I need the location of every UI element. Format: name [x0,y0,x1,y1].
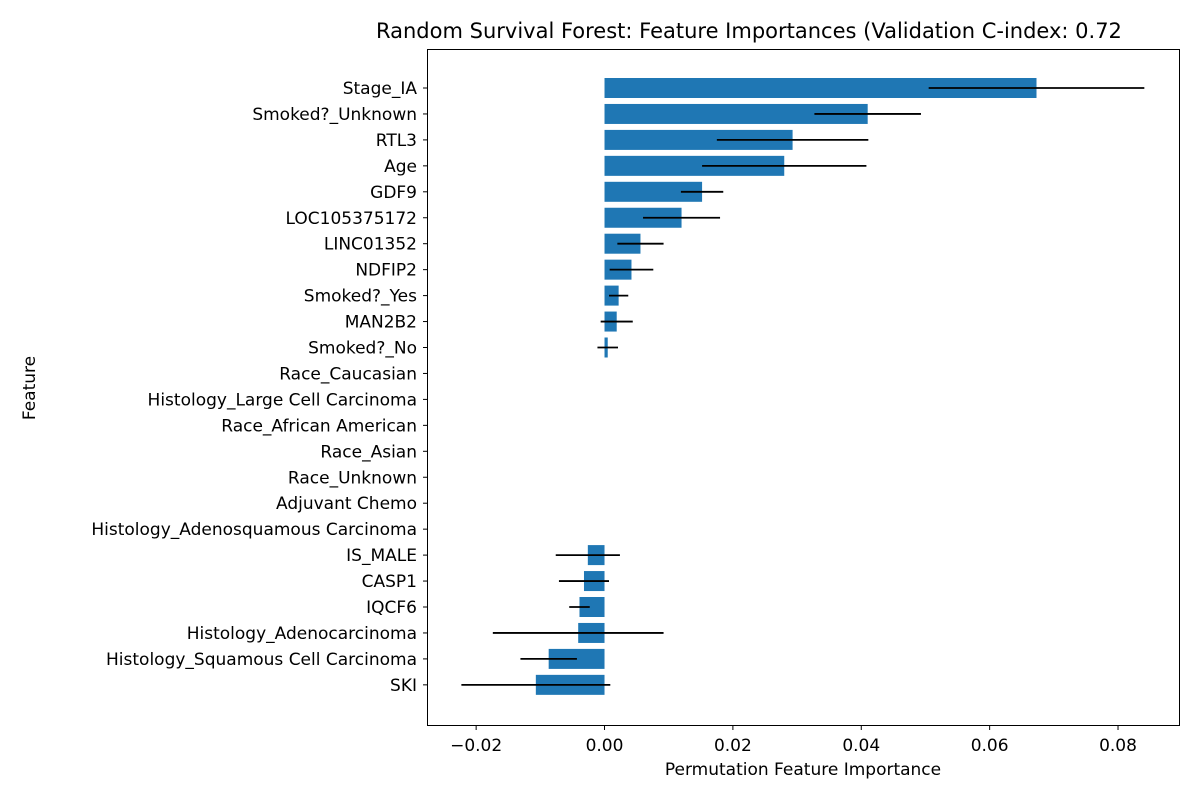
bar-iqcf6 [579,597,605,617]
x-axis-ticks: −0.02 0.00 0.02 0.04 0.06 0.08 [450,725,1137,756]
bars-layer [535,78,1037,695]
x-tick-label: −0.02 [450,736,502,756]
y-tick-label: Adjuvant Chemo [276,494,417,514]
y-tick-label: CASP1 [362,572,417,592]
y-tick-label: LINC01352 [324,235,417,255]
y-tick-label: Smoked?_Yes [304,287,417,307]
y-tick-label: LOC105375172 [286,209,417,229]
bar-rtl3 [604,129,793,150]
y-tick-label: Race_Caucasian [279,364,417,384]
y-axis-label: Feature [20,356,40,420]
y-tick-label: Histology_Adenocarcinoma [187,624,417,644]
y-tick-label: Smoked?_Unknown [252,105,417,125]
y-tick-label: MAN2B2 [345,313,417,333]
x-tick-label: 0.08 [1099,736,1137,756]
y-tick-label: Race_Asian [320,442,417,462]
bar-smoked-unknown [604,103,868,124]
chart-title: Random Survival Forest: Feature Importan… [376,19,1122,43]
y-tick-label: Smoked?_No [308,339,417,359]
y-tick-label: Race_African American [221,416,417,436]
y-axis-ticks: Stage_IA Smoked?_Unknown RTL3 Age GDF9 LOC105… [91,79,428,696]
y-tick-label: IS_MALE [346,546,417,566]
bar-gdf9 [604,181,703,202]
x-tick-label: 0.04 [842,736,880,756]
x-axis-label: Permutation Feature Importance [665,760,941,780]
y-tick-label: Histology_Squamous Cell Carcinoma [106,650,417,670]
bar-age [604,155,785,176]
y-tick-label: Histology_Adenosquamous Carcinoma [91,520,417,540]
y-tick-label: Stage_IA [343,79,418,99]
x-tick-label: 0.00 [586,736,624,756]
y-tick-label: RTL3 [376,131,417,151]
bar-stage-ia [604,78,1037,98]
plot-area-frame [427,49,1180,726]
y-tick-label: NDFIP2 [355,261,417,281]
error-bars-layer [461,87,1145,686]
y-tick-label: Histology_Large Cell Carcinoma [148,390,417,410]
y-tick-label: GDF9 [370,183,417,203]
y-tick-label: Age [384,157,417,177]
x-tick-label: 0.06 [971,736,1009,756]
y-tick-label: IQCF6 [366,598,417,618]
y-tick-label: Race_Unknown [288,468,417,488]
x-tick-label: 0.02 [714,736,752,756]
y-tick-label: SKI [390,676,417,696]
